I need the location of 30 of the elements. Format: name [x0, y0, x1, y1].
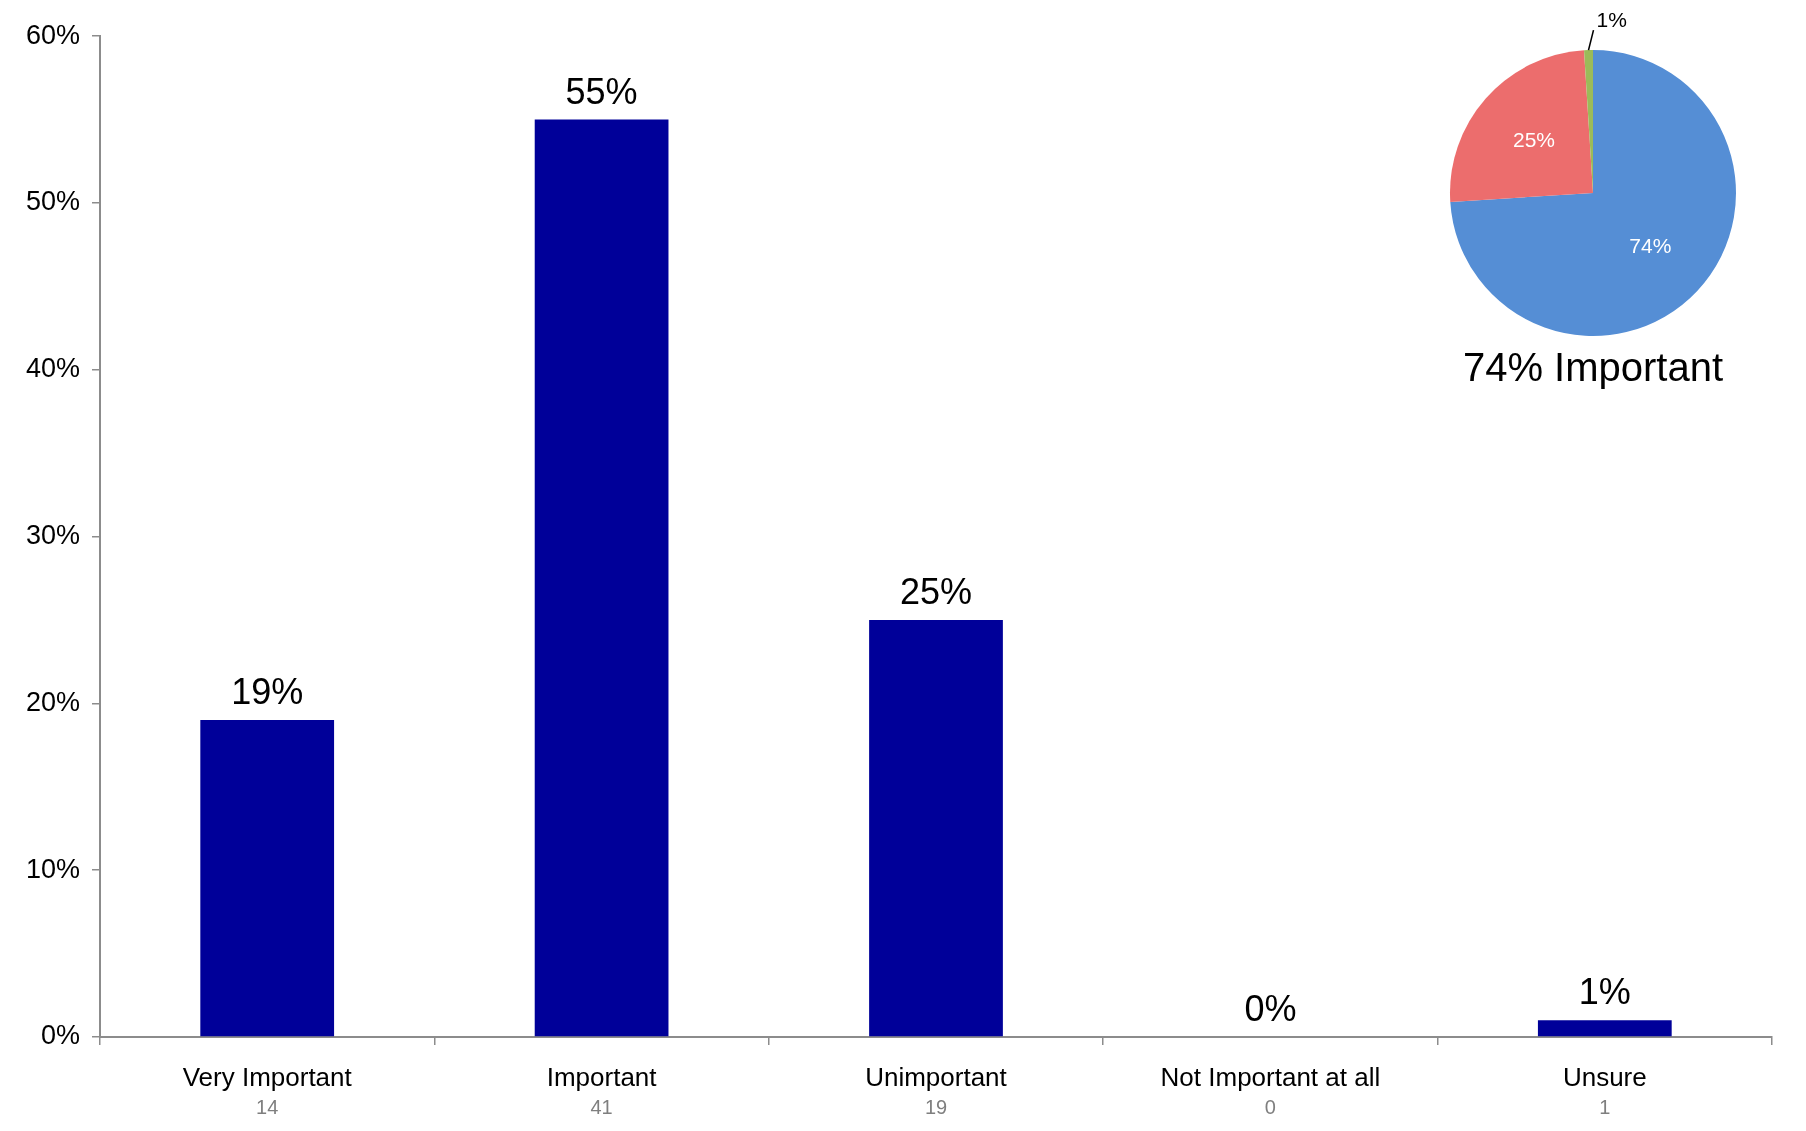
x-tick-label: Important [546, 1061, 658, 1092]
data-label: 25% [1512, 127, 1556, 151]
data-label: 19% [231, 671, 304, 712]
bar [200, 720, 335, 1037]
text: 74% Important [1462, 345, 1724, 390]
y-tick-label: 0% [40, 1020, 80, 1051]
text: 1 [1599, 1095, 1611, 1118]
data-label: 25% [899, 570, 973, 612]
data-label: 0% [1244, 987, 1297, 1029]
y-tick-label: 10% [25, 853, 80, 884]
text: 41 [590, 1095, 613, 1118]
x-tick-label: Unimportant [865, 1061, 1008, 1092]
y-tick-label: 40% [25, 353, 80, 384]
bar [534, 119, 669, 1037]
text: 14 [256, 1095, 279, 1118]
text: 0 [1264, 1095, 1276, 1118]
data-label: 74% [1629, 233, 1672, 257]
data-label: 55% [565, 70, 638, 112]
y-tick-label: 60% [25, 19, 80, 50]
x-tick-label: Not Important at all [1160, 1061, 1381, 1092]
y-tick-label: 20% [25, 686, 80, 717]
data-label: 1% [1578, 971, 1631, 1013]
bar [869, 620, 1003, 1037]
y-tick-label: 30% [25, 520, 80, 551]
y-tick-label: 50% [25, 186, 80, 217]
bar [1537, 1020, 1672, 1037]
text: 19 [924, 1095, 948, 1118]
x-tick-label: Very Important [182, 1061, 353, 1092]
data-label: 1% [1596, 8, 1627, 32]
x-tick-label: Unsure [1562, 1061, 1647, 1092]
